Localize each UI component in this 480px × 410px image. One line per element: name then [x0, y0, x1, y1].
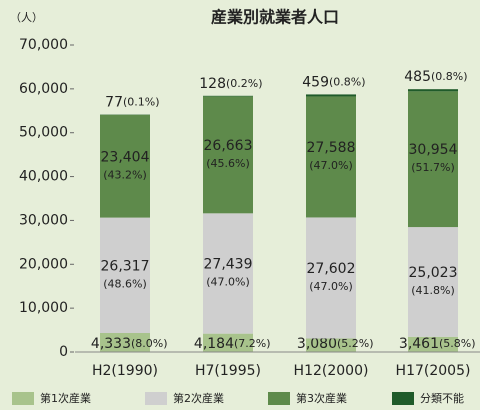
- y-tick-label: 20,000: [19, 256, 68, 272]
- chart-title: 産業別就業者人口: [211, 8, 339, 27]
- bar-segment: [203, 333, 253, 352]
- bar-segment: [203, 213, 253, 334]
- value-label: 23,404: [101, 149, 150, 165]
- share-label: (5.2%): [337, 337, 374, 350]
- value-label: 26,317: [101, 258, 150, 274]
- bar-segment: [306, 338, 356, 352]
- bar-segment: [408, 336, 458, 352]
- share-label: (0.2%): [226, 77, 263, 90]
- legend-swatch: [392, 392, 414, 405]
- value-label: 3,080: [297, 336, 337, 352]
- value-label: 4,184: [194, 336, 234, 352]
- legend-label: 第3次産業: [296, 391, 347, 405]
- y-tick-label: 50,000: [19, 125, 68, 141]
- legend-label: 第2次産業: [173, 391, 224, 405]
- bar-segment: [100, 217, 150, 333]
- share-label: (47.0%): [309, 159, 353, 172]
- share-label: (8.0%): [131, 337, 168, 350]
- share-label: (51.7%): [411, 161, 455, 174]
- value-label: 485: [404, 69, 431, 85]
- value-label: 30,954: [409, 142, 458, 158]
- value-label: 25,023: [409, 265, 458, 281]
- legend-swatch: [12, 392, 34, 405]
- bar-segment: [203, 96, 253, 214]
- share-label: (0.1%): [123, 96, 160, 109]
- y-tick-label: 40,000: [19, 169, 68, 185]
- value-label: 77: [105, 95, 123, 111]
- y-tick-label: 10,000: [19, 300, 68, 316]
- bar-segment: [100, 332, 150, 352]
- share-label: (0.8%): [431, 70, 468, 83]
- legend-label: 分類不能: [420, 391, 464, 405]
- value-label: 128: [199, 76, 226, 92]
- legend-swatch: [145, 392, 167, 405]
- share-label: (41.8%): [411, 284, 455, 297]
- share-label: (48.6%): [103, 277, 147, 290]
- bar-segment: [408, 227, 458, 337]
- bar-segment: [306, 217, 356, 339]
- y-tick-label: 60,000: [19, 81, 68, 97]
- share-label: (0.8%): [329, 75, 366, 88]
- share-label: (7.2%): [234, 337, 271, 350]
- value-label: 4,333: [91, 336, 131, 352]
- share-label: (47.0%): [309, 280, 353, 293]
- y-unit: （人）: [10, 11, 43, 24]
- share-label: (45.6%): [206, 157, 250, 170]
- bar-segment: [203, 95, 253, 97]
- x-tick-label: H2(1990): [92, 363, 158, 379]
- value-label: 27,439: [204, 256, 253, 272]
- bar-segment: [100, 114, 150, 218]
- y-tick-label: 0: [59, 344, 68, 360]
- bar-segment: [408, 91, 458, 228]
- value-label: 27,602: [307, 261, 356, 277]
- value-label: 26,663: [204, 138, 253, 154]
- legend-swatch: [268, 392, 290, 405]
- bar-segment: [306, 94, 356, 97]
- share-label: (5.8%): [439, 337, 476, 350]
- x-tick-label: H12(2000): [294, 363, 369, 379]
- share-label: (47.0%): [206, 275, 250, 288]
- y-tick-label: 30,000: [19, 212, 68, 228]
- share-label: (43.2%): [103, 168, 147, 181]
- value-label: 3,461: [399, 336, 439, 352]
- bar-segment: [408, 89, 458, 92]
- bar-segment: [306, 96, 356, 218]
- value-label: 459: [302, 74, 329, 90]
- x-tick-label: H17(2005): [396, 363, 471, 379]
- legend-label: 第1次産業: [40, 391, 91, 405]
- x-tick-label: H7(1995): [195, 363, 261, 379]
- y-tick-label: 70,000: [19, 37, 68, 53]
- value-label: 27,588: [307, 140, 356, 156]
